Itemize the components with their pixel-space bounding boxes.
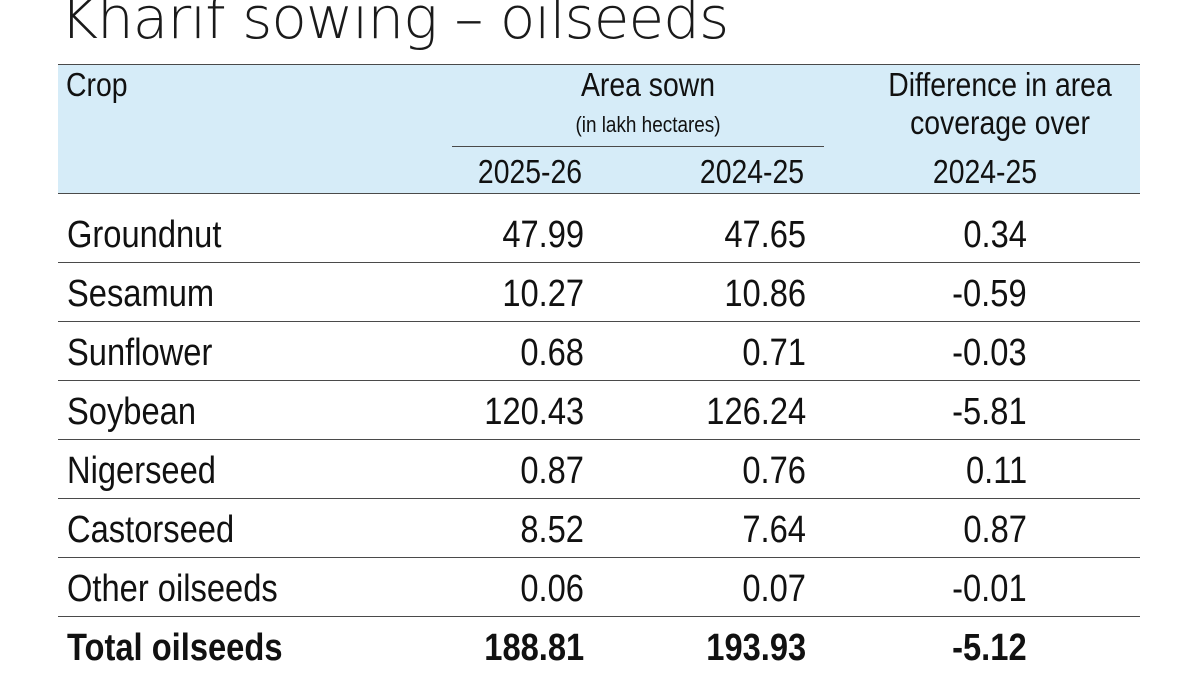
area-2024-25: 126.24 xyxy=(706,391,806,433)
header-area-sown: Area sown xyxy=(580,66,716,103)
total-label: Total oilseeds xyxy=(67,627,283,669)
header-crop: Crop xyxy=(66,66,128,103)
area-difference: 0.34 xyxy=(963,214,1027,256)
area-difference: -0.01 xyxy=(952,568,1027,610)
crop-name: Castorseed xyxy=(67,509,235,551)
area-2025-26: 0.87 xyxy=(520,450,584,492)
header-year-2025-26: 2025-26 xyxy=(477,153,583,190)
crop-name: Other oilseeds xyxy=(67,568,278,610)
total-2024-25: 193.93 xyxy=(706,627,806,669)
table-row: Sunflower 0.68 0.71 -0.03 xyxy=(58,322,1140,381)
area-2024-25: 7.64 xyxy=(742,509,806,551)
area-2025-26: 0.06 xyxy=(520,568,584,610)
header-unit: (in lakh hectares) xyxy=(575,112,721,137)
area-difference: -0.03 xyxy=(952,332,1027,374)
header-difference-line1: Difference in area xyxy=(888,66,1112,103)
header-difference-year: 2024-25 xyxy=(932,153,1038,190)
area-2024-25: 10.86 xyxy=(724,273,806,315)
area-2024-25: 0.76 xyxy=(742,450,806,492)
crop-name: Nigerseed xyxy=(67,450,216,492)
header-difference-line2: coverage over xyxy=(910,104,1090,141)
table-total-row: Total oilseeds 188.81 193.93 -5.12 xyxy=(58,617,1140,676)
area-difference: -0.59 xyxy=(952,273,1027,315)
area-2024-25: 0.71 xyxy=(742,332,806,374)
area-difference: -5.81 xyxy=(952,391,1027,433)
header-divider xyxy=(452,146,824,147)
crop-name: Sunflower xyxy=(67,332,213,374)
total-difference: -5.12 xyxy=(952,627,1027,669)
crop-name: Groundnut xyxy=(67,214,222,256)
area-2025-26: 47.99 xyxy=(502,214,584,256)
crop-name: Soybean xyxy=(67,391,197,433)
table-row: Soybean 120.43 126.24 -5.81 xyxy=(58,381,1140,440)
area-2024-25: 0.07 xyxy=(742,568,806,610)
area-difference: 0.11 xyxy=(965,450,1027,492)
table-header-band xyxy=(58,64,1140,194)
area-2025-26: 0.68 xyxy=(520,332,584,374)
area-2025-26: 8.52 xyxy=(520,509,584,551)
table-row: Groundnut 47.99 47.65 0.34 xyxy=(58,204,1140,263)
area-2025-26: 10.27 xyxy=(502,273,584,315)
crop-name: Sesamum xyxy=(67,273,215,315)
area-2025-26: 120.43 xyxy=(484,391,584,433)
table-row: Nigerseed 0.87 0.76 0.11 xyxy=(58,440,1140,499)
table-row: Castorseed 8.52 7.64 0.87 xyxy=(58,499,1140,558)
table-row: Sesamum 10.27 10.86 -0.59 xyxy=(58,263,1140,322)
area-difference: 0.87 xyxy=(963,509,1027,551)
header-year-2024-25: 2024-25 xyxy=(699,153,805,190)
table-row: Other oilseeds 0.06 0.07 -0.01 xyxy=(58,558,1140,617)
page-title: Kharif sowing – oilseeds xyxy=(60,0,729,52)
total-2025-26: 188.81 xyxy=(484,627,584,669)
area-2024-25: 47.65 xyxy=(724,214,806,256)
